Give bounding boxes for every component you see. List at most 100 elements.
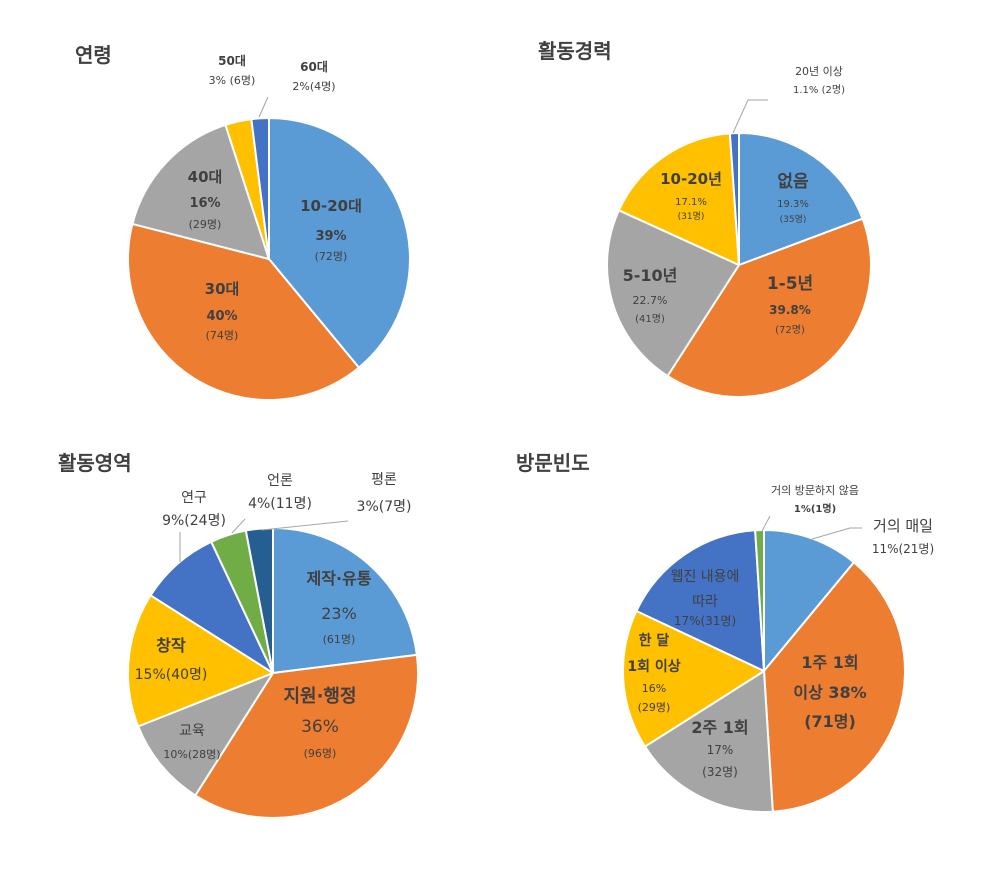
data-label-3-6-1: 언론 bbox=[267, 473, 293, 489]
data-label-1-1-1: 10-20대 bbox=[300, 197, 362, 215]
data-label-4-5-2: 따라 bbox=[692, 594, 718, 610]
data-label-2-1-3: (35명) bbox=[780, 214, 807, 225]
data-label-3-4-1: 창작 bbox=[156, 636, 186, 655]
pie-slice-2-2 bbox=[666, 217, 872, 398]
chart-career-title: 활동경력 bbox=[538, 39, 612, 63]
data-label-2-1-2: 19.3% bbox=[777, 199, 809, 210]
pie-slice-3-5 bbox=[149, 540, 274, 674]
data-label-1-2-1: 30대 bbox=[205, 280, 240, 298]
data-label-4-4-1: 한 달 bbox=[639, 633, 670, 649]
data-label-3-1-3: (61명) bbox=[323, 633, 356, 646]
data-label-1-3-2: 16% bbox=[189, 196, 220, 211]
data-label-4-4-2: 1회 이상 bbox=[627, 658, 680, 675]
pie-slice-2-3 bbox=[606, 209, 740, 377]
data-label-3-7-2: 3%(7명) bbox=[357, 499, 412, 515]
pie-slice-4-6 bbox=[754, 529, 765, 672]
data-label-4-2-2: 이상 38% bbox=[793, 683, 866, 702]
data-label-4-3-3: (32명) bbox=[702, 765, 738, 779]
data-label-1-3-3: (29명) bbox=[189, 218, 222, 231]
pie-slice-1-1 bbox=[268, 117, 411, 369]
chart-age-slices bbox=[127, 116, 411, 401]
data-label-2-5-1: 20년 이상 bbox=[795, 65, 843, 78]
data-label-3-2-1: 지원·행정 bbox=[283, 686, 356, 707]
chart-field-leader-criticism bbox=[261, 520, 349, 531]
data-label-4-1-2: 11%(21명) bbox=[872, 542, 934, 556]
data-label-4-4-3: 16% bbox=[642, 682, 666, 695]
data-label-2-3-2: 22.7% bbox=[633, 294, 668, 307]
chart-field-slices bbox=[127, 527, 419, 819]
chart-age: 연령 10-20대 39% (72명) 30대 40% (74명) 40대 16% (29명) 5… bbox=[75, 43, 411, 401]
data-label-3-7-1: 평론 bbox=[371, 472, 397, 488]
chart-career-slices bbox=[606, 132, 872, 398]
data-label-3-3-1: 교육 bbox=[179, 723, 205, 739]
chart-visit-slices bbox=[622, 529, 906, 813]
data-label-1-4-1: 50대 bbox=[218, 54, 246, 68]
data-label-4-6-1: 거의 방문하지 않음 bbox=[771, 483, 859, 497]
data-label-1-5-2: 2%(4명) bbox=[292, 80, 335, 93]
pie-slice-4-5 bbox=[635, 529, 765, 672]
chart-field-leader-press bbox=[231, 518, 246, 534]
data-label-2-4-2: 17.1% bbox=[675, 197, 707, 208]
data-label-1-4-2: 3% (6명) bbox=[209, 74, 256, 87]
data-label-1-5-1: 60대 bbox=[300, 60, 328, 74]
data-label-3-1-2: 23% bbox=[321, 604, 357, 623]
data-label-4-4-4: (29명) bbox=[638, 701, 671, 714]
chart-visit-leader-daily bbox=[811, 527, 862, 540]
data-label-2-2-2: 39.8% bbox=[769, 303, 811, 317]
data-label-3-5-1: 연구 bbox=[181, 490, 207, 506]
data-label-2-3-1: 5-10년 bbox=[623, 266, 678, 285]
data-label-3-1-1: 제작·유통 bbox=[307, 569, 372, 588]
chart-career-labels: 없음 19.3% (35명) 1-5년 39.8% (72명) 5-10년 22.7% (41명… bbox=[623, 65, 845, 336]
data-label-4-5-3: 17%(31명) bbox=[674, 614, 736, 628]
pie-slice-4-2 bbox=[763, 561, 906, 813]
pie-slice-3-3 bbox=[137, 672, 274, 797]
data-label-3-2-2: 36% bbox=[301, 717, 339, 737]
pie-slice-4-3 bbox=[643, 670, 774, 813]
data-label-3-4-2: 15%(40명) bbox=[135, 667, 208, 683]
pie-slice-1-2 bbox=[127, 222, 360, 401]
chart-age-title: 연령 bbox=[75, 43, 112, 67]
data-label-3-2-3: (96명) bbox=[304, 747, 337, 760]
data-label-2-4-3: (31명) bbox=[678, 211, 705, 222]
data-label-4-3-2: 17% bbox=[707, 743, 734, 757]
data-label-3-3-2: 10%(28명) bbox=[163, 748, 220, 761]
pie-slice-3-4 bbox=[127, 594, 274, 728]
chart-career-leader-20plus bbox=[732, 99, 768, 134]
chart-field-title: 활동영역 bbox=[58, 451, 132, 475]
data-label-4-2-3: (71명) bbox=[804, 712, 856, 731]
pie-slice-1-3 bbox=[131, 123, 270, 260]
data-label-4-6-2: 1%(1명) bbox=[794, 502, 836, 515]
pie-slice-1-5 bbox=[250, 116, 270, 260]
pie-slice-4-1 bbox=[763, 529, 855, 672]
pie-slice-3-1 bbox=[272, 527, 418, 674]
chart-visit-title: 방문빈도 bbox=[516, 451, 590, 475]
data-label-1-1-2: 39% bbox=[315, 229, 346, 244]
chart-field: 활동영역 제작·유통 23% (61명) 지원·행정 36% (96명) 교육 10%(28명… bbox=[58, 451, 419, 819]
data-label-3-5-2: 9%(24명) bbox=[162, 513, 226, 529]
chart-career: 활동경력 없음 19.3% (35명) 1-5년 39.8% (72명) 5-10년 22.7… bbox=[538, 39, 872, 398]
data-label-4-1-1: 거의 매일 bbox=[873, 517, 933, 535]
chart-age-labels: 10-20대 39% (72명) 30대 40% (74명) 40대 16% (29명) 50대 3… bbox=[188, 54, 362, 342]
data-label-2-4-1: 10-20년 bbox=[660, 170, 722, 188]
data-label-2-3-3: (41명) bbox=[635, 313, 665, 325]
data-label-2-2-1: 1-5년 bbox=[767, 274, 813, 294]
pie-slice-3-7 bbox=[244, 527, 274, 674]
data-label-4-2-1: 1주 1회 bbox=[801, 653, 858, 672]
chart-field-labels: 제작·유통 23% (61명) 지원·행정 36% (96명) 교육 10%(28명) 창작 15… bbox=[135, 472, 412, 761]
chart-age-leader-60 bbox=[258, 96, 269, 118]
data-label-4-3-1: 2주 1회 bbox=[691, 718, 748, 737]
pie-slice-3-2 bbox=[194, 653, 419, 819]
pie-slice-2-5 bbox=[728, 132, 740, 266]
pie-slice-2-4 bbox=[617, 132, 740, 266]
data-label-3-6-2: 4%(11명) bbox=[248, 496, 312, 512]
data-label-1-1-3: (72명) bbox=[315, 250, 348, 263]
data-label-1-2-2: 40% bbox=[206, 309, 237, 324]
data-label-2-1-1: 없음 bbox=[777, 172, 809, 192]
pie-slice-2-1 bbox=[738, 132, 864, 266]
data-label-1-2-3: (74명) bbox=[206, 329, 239, 342]
data-label-4-5-1: 웹진 내용에 bbox=[671, 569, 740, 585]
data-label-2-2-3: (72명) bbox=[775, 324, 805, 336]
